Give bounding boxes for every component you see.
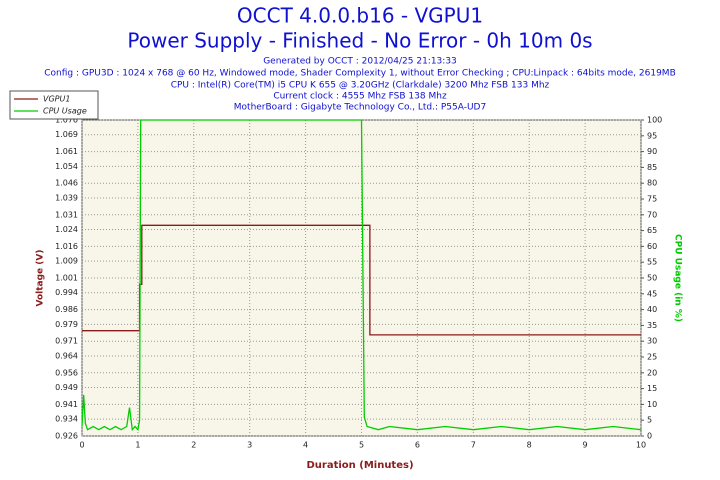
- y2-tick-label: 25: [647, 353, 657, 362]
- x-tick-label: 9: [583, 441, 588, 450]
- y2-tick-label: 5: [647, 416, 652, 425]
- y-tick-label: 1.076: [55, 116, 78, 125]
- y-tick-label: 0.934: [55, 415, 78, 424]
- y2-tick-label: 45: [647, 289, 657, 298]
- y-tick-label: 0.986: [55, 305, 78, 314]
- y2-tick-label: 15: [647, 384, 657, 393]
- info-line: Generated by OCCT : 2012/04/25 21:13:33: [263, 57, 457, 67]
- legend-box: [9, 90, 99, 120]
- x-axis-label: Duration (Minutes): [306, 460, 413, 471]
- y-tick-label: 0.949: [55, 383, 78, 392]
- y2-tick-label: 55: [647, 258, 657, 267]
- chart-subtitle: Power Supply - Finished - No Error - 0h …: [127, 29, 592, 53]
- y2-tick-label: 10: [647, 400, 657, 409]
- y2-tick-label: 30: [647, 337, 657, 346]
- info-line: Config : GPU3D : 1024 x 768 @ 60 Hz, Win…: [44, 69, 676, 79]
- legend-label: CPU Usage: [43, 107, 87, 116]
- x-tick-label: 8: [527, 441, 532, 450]
- y-tick-label: 0.941: [55, 400, 78, 409]
- y-tick-label: 0.964: [55, 351, 78, 360]
- y-axis-label: Voltage (V): [36, 250, 46, 307]
- y2-tick-label: 70: [647, 210, 657, 219]
- y2-tick-label: 50: [647, 274, 657, 283]
- x-tick-label: 5: [359, 441, 364, 450]
- y2-tick-label: 60: [647, 242, 657, 251]
- y2-tick-label: 75: [647, 195, 657, 204]
- y-tick-label: 0.926: [55, 432, 78, 441]
- y-tick-label: 1.016: [55, 242, 78, 251]
- info-line: Current clock : 4555 Mhz FSB 138 Mhz: [273, 92, 447, 102]
- y2-tick-label: 100: [647, 116, 662, 125]
- y-tick-label: 1.061: [55, 147, 78, 156]
- x-tick-label: 4: [303, 441, 308, 450]
- y-tick-label: 0.979: [55, 320, 78, 329]
- y2-tick-label: 20: [647, 368, 657, 377]
- y2-tick-label: 65: [647, 226, 657, 235]
- x-tick-label: 3: [247, 441, 252, 450]
- y2-tick-label: 40: [647, 305, 657, 314]
- y2-tick-label: 95: [647, 131, 657, 140]
- y-tick-label: 1.046: [55, 179, 78, 188]
- y2-tick-label: 0: [647, 432, 652, 441]
- y-tick-label: 1.054: [55, 162, 78, 171]
- y2-axis-label: CPU Usage (in %): [673, 234, 683, 322]
- y-tick-label: 0.956: [55, 368, 78, 377]
- y-tick-label: 1.031: [55, 210, 78, 219]
- y2-tick-label: 35: [647, 321, 657, 330]
- data-line: [81, 119, 642, 432]
- y-tick-label: 1.009: [55, 257, 78, 266]
- y2-tick-label: 90: [647, 147, 657, 156]
- x-tick-label: 2: [191, 441, 196, 450]
- chart-title: OCCT 4.0.0.b16 - VGPU1: [237, 4, 483, 28]
- y-tick-label: 0.994: [55, 288, 78, 297]
- x-tick-label: 7: [471, 441, 476, 450]
- info-line: MotherBoard : Gigabyte Technology Co., L…: [234, 103, 486, 113]
- info-line: CPU : Intel(R) Core(TM) i5 CPU K 655 @ 3…: [171, 81, 550, 91]
- y-tick-label: 1.024: [55, 225, 78, 234]
- y-tick-label: 1.039: [55, 193, 78, 202]
- x-tick-label: 0: [79, 441, 84, 450]
- y-tick-label: 0.971: [55, 337, 78, 346]
- y2-tick-label: 85: [647, 163, 657, 172]
- legend-label: VGPU1: [43, 95, 70, 104]
- y2-tick-label: 80: [647, 179, 657, 188]
- x-tick-label: 10: [636, 441, 646, 450]
- x-tick-label: 1: [135, 441, 140, 450]
- x-tick-label: 6: [415, 441, 420, 450]
- y-tick-label: 1.069: [55, 130, 78, 139]
- y-tick-label: 1.001: [55, 274, 78, 283]
